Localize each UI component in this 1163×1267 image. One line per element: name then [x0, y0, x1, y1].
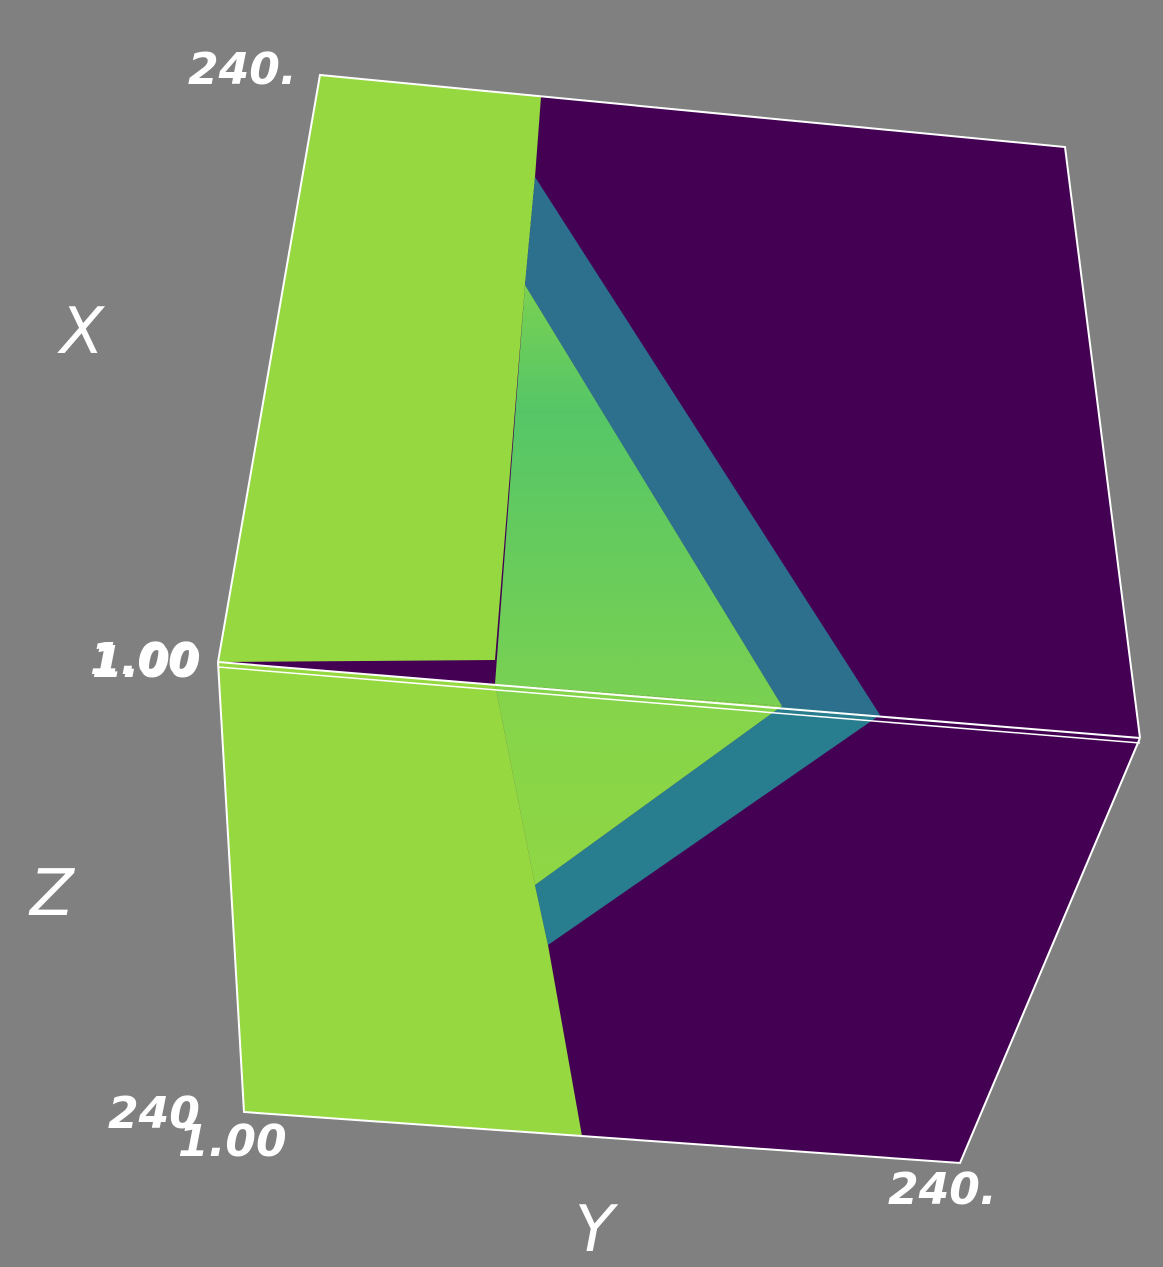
- z-axis-title: Z: [30, 857, 74, 931]
- top-face-teal-band: [525, 177, 880, 715]
- top-face: [218, 75, 1140, 738]
- y-axis-title: Y: [575, 1193, 615, 1267]
- edge-middle-shadow: [217, 666, 1141, 744]
- bounding-box-edges: [217, 73, 1141, 1165]
- top-face-green-region: [218, 75, 541, 662]
- bottom-face: [218, 662, 1140, 1163]
- x-axis-title: X: [60, 295, 104, 369]
- edge-middle: [217, 661, 1141, 739]
- edge-bottom-outline: [217, 661, 1141, 1165]
- bottom-face-green-region: [218, 662, 582, 1136]
- z-axis-tick-min: 1.00: [92, 637, 201, 688]
- bottom-face-inner-triangle: [495, 684, 782, 885]
- z-axis-tick-max: 240: [108, 1088, 200, 1139]
- x-axis-tick-min: 1.00: [90, 634, 199, 685]
- top-face-inner-triangle: [495, 285, 782, 706]
- x-axis-tick-max: 240.: [188, 44, 297, 95]
- y-axis-tick-min: 1.00: [178, 1116, 287, 1167]
- y-axis-tick-max: 240.: [888, 1164, 997, 1215]
- bottom-face-teal-band: [535, 706, 880, 945]
- edge-top-outline: [217, 73, 1141, 739]
